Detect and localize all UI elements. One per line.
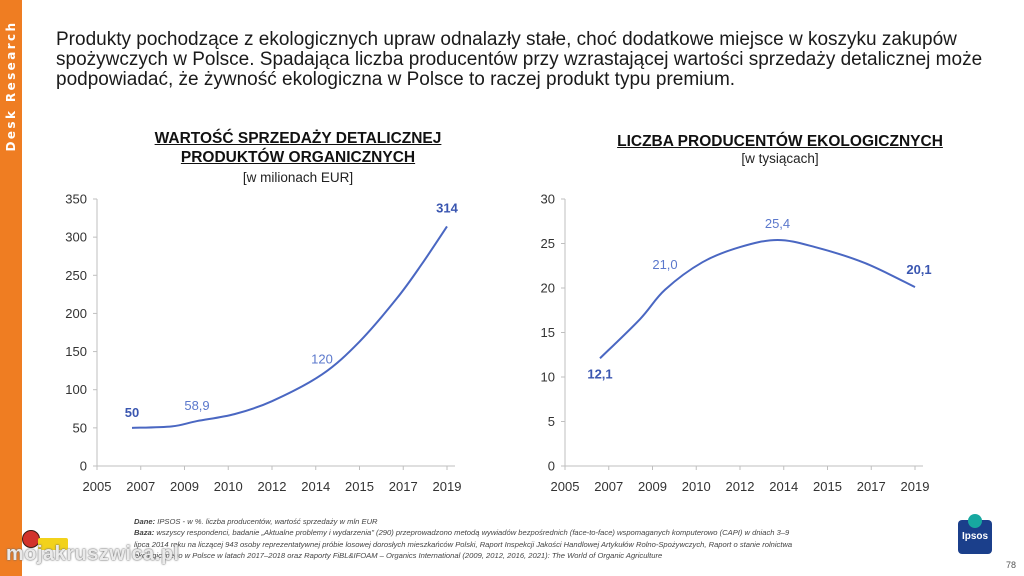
chart1-x-tick-label: 2009 [170, 479, 199, 494]
chart1-x-tick-label: 2014 [301, 479, 330, 494]
ipsos-logo: Ipsos [958, 514, 992, 554]
chart1-data-label: 50 [125, 405, 139, 420]
chart1-data-label: 314 [436, 200, 458, 215]
footnote: Dane: IPSOS - w %. liczba producentów, w… [134, 516, 954, 562]
chart2-y-tick-label: 20 [541, 281, 555, 296]
chart2-y-tick-label: 0 [548, 459, 555, 474]
footnote-base-label: Baza: [134, 528, 155, 538]
chart2-title: LICZBA PRODUCENTÓW EKOLOGICZNYCH [617, 133, 943, 150]
chart1-y-tick-label: 350 [65, 192, 87, 207]
chart2-data-label: 25,4 [765, 216, 790, 231]
watermark: mojakruszwica.pl [6, 543, 180, 565]
chart2-x-tick-label: 2012 [726, 479, 755, 494]
chart1-x-tick-label: 2007 [126, 479, 155, 494]
chart2-x-tick-label: 2014 [769, 479, 798, 494]
chart2-y-tick-label: 10 [541, 370, 555, 385]
chart2-y-tick-label: 15 [541, 325, 555, 340]
chart1-y-tick-label: 250 [65, 268, 87, 283]
footnote-line4: ekologicznego w Polsce w latach 2017–201… [134, 551, 663, 561]
footnote-data: IPSOS - w %. liczba producentów, wartość… [157, 517, 378, 526]
chart1-y-tick-label: 200 [65, 306, 87, 321]
chart1-x-tick-label: 2017 [389, 479, 418, 494]
chart2-x-tick-label: 2007 [594, 479, 623, 494]
chart2-x-tick-label: 2005 [551, 479, 580, 494]
chart1-title: WARTOŚĆ SPRZEDAŻY DETALICZNEJ PRODUKTÓW … [154, 130, 442, 166]
page-number: 78 [1006, 560, 1017, 570]
chart2-x-tick-label: 2017 [857, 479, 886, 494]
chart1-y-tick-label: 50 [73, 420, 87, 435]
chart2-data-label: 21,0 [652, 257, 677, 272]
chart2-x-tick-label: 2015 [813, 479, 842, 494]
chart2-y-tick-label: 30 [541, 192, 555, 207]
chart1-series-line [131, 225, 448, 429]
chart1-x-tick-label: 2005 [83, 479, 112, 494]
chart1-subtitle: [w milionach EUR] [242, 170, 354, 185]
chart2-series-line [599, 238, 916, 360]
chart1-data-label: 58,9 [184, 398, 209, 413]
chart2-data-label: 20,1 [906, 262, 931, 277]
chart2-y-tick-label: 25 [541, 236, 555, 251]
chart2-x-tick-label: 2009 [638, 479, 667, 494]
chart1-x-tick-label: 2010 [214, 479, 243, 494]
footnote-line3: lipca 2014 roku na liczącej 943 osoby re… [134, 539, 793, 549]
chart2-x-tick-label: 2010 [682, 479, 711, 494]
chart1-y-tick-label: 300 [65, 230, 87, 245]
chart2-subtitle: [w tysiącach] [741, 151, 819, 166]
chart2-x-tick-label: 2019 [901, 479, 930, 494]
chart1-y-tick-label: 100 [65, 382, 87, 397]
footnote-base: wszyscy respondenci, badanie „Aktualne p… [156, 528, 790, 538]
chart1-x-tick-label: 2019 [433, 479, 462, 494]
chart2-data-label: 12,1 [587, 366, 612, 381]
footnote-data-label: Dane: [134, 517, 156, 526]
chart1-y-tick-label: 0 [80, 459, 87, 474]
slide-headline: Produkty pochodzące z ekologicznych upra… [56, 29, 983, 90]
chart1-x-tick-label: 2012 [258, 479, 287, 494]
mascot-tag-icon [38, 538, 68, 550]
chart1-data-label: 120 [311, 351, 333, 366]
chart2-y-tick-label: 5 [548, 414, 555, 429]
side-accent-bar [0, 0, 22, 576]
chart1-x-tick-label: 2015 [345, 479, 374, 494]
chart1-y-tick-label: 150 [65, 344, 87, 359]
